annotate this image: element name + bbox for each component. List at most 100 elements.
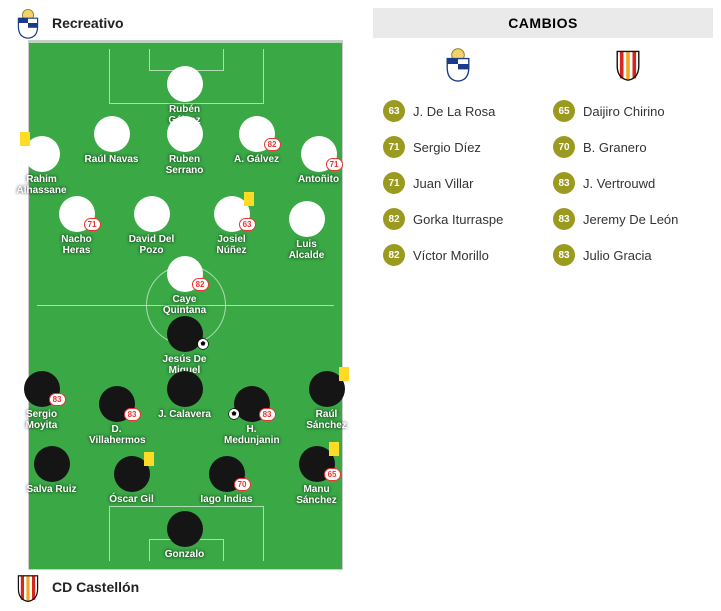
yellow-card-icon bbox=[244, 192, 254, 206]
player-marker[interactable]: 82A. Gálvez bbox=[229, 116, 284, 165]
sub-player-name: J. De La Rosa bbox=[413, 104, 495, 119]
goal-icon bbox=[197, 338, 209, 350]
player-jersey-icon: 71 bbox=[59, 196, 95, 232]
player-jersey-icon bbox=[167, 371, 203, 407]
player-jersey-icon: 83 bbox=[99, 386, 135, 422]
pitch: Rubén GálvezRahim AlhassaneRaúl NavasRub… bbox=[28, 40, 343, 570]
player-name: Caye Quintana bbox=[157, 294, 212, 316]
player-name: J. Calavera bbox=[157, 409, 212, 420]
player-jersey-icon bbox=[94, 116, 130, 152]
home-subs-list: 63 J. De La Rosa 71 Sergio Díez 71Juan Villa… bbox=[373, 100, 543, 266]
player-marker[interactable]: Gonzalo bbox=[157, 511, 212, 560]
player-marker[interactable]: 71Nacho Heras bbox=[49, 196, 104, 256]
player-jersey-icon: 83 bbox=[234, 386, 270, 422]
sub-player-name: J. Vertrouwd bbox=[583, 176, 655, 191]
player-jersey-icon bbox=[167, 66, 203, 102]
away-subs-list: 65Daijiro Chirino 70B. Granero 83J. Vertro… bbox=[543, 100, 713, 266]
subs-away-crest-icon bbox=[610, 46, 646, 82]
player-jersey-icon bbox=[167, 511, 203, 547]
sub-minute-icon: 82 bbox=[383, 208, 405, 230]
yellow-card-icon bbox=[329, 442, 339, 456]
sub-player-name: Julio Gracia bbox=[583, 248, 652, 263]
player-marker[interactable]: Óscar Gil bbox=[104, 456, 159, 505]
player-name: Iago Indias bbox=[199, 494, 254, 505]
player-marker[interactable]: Luis Alcalde bbox=[279, 201, 334, 261]
player-name: Manu Sánchez bbox=[289, 484, 344, 506]
player-name: Nacho Heras bbox=[49, 234, 104, 256]
sub-minute-icon: 63 bbox=[383, 100, 405, 122]
player-jersey-icon: 70 bbox=[209, 456, 245, 492]
sub-minute-badge: 83 bbox=[259, 408, 276, 421]
player-name: Rahim Alhassane bbox=[14, 174, 69, 196]
player-marker[interactable]: 70 Iago Indias bbox=[199, 456, 254, 505]
subs-home-crest-icon bbox=[440, 46, 476, 82]
sub-minute-badge: 83 bbox=[124, 408, 141, 421]
player-name: Ruben Serrano bbox=[157, 154, 212, 176]
home-team-header: Recreativo bbox=[8, 8, 363, 38]
player-marker[interactable]: David Del Pozo bbox=[124, 196, 179, 256]
player-marker[interactable]: Salva Ruiz bbox=[24, 446, 79, 495]
away-team-name: CD Castellón bbox=[52, 579, 139, 595]
sub-minute-badge: 65 bbox=[324, 468, 341, 481]
sub-minute-icon: 65 bbox=[553, 100, 575, 122]
sub-minute-badge: 70 bbox=[234, 478, 251, 491]
player-jersey-icon: 82 bbox=[239, 116, 275, 152]
away-team-footer: CD Castellón bbox=[8, 572, 363, 602]
sub-player-name: Sergio Díez bbox=[413, 140, 481, 155]
sub-minute-badge: 71 bbox=[326, 158, 343, 171]
sub-row[interactable]: 83J. Vertrouwd bbox=[553, 172, 713, 194]
player-name: Gonzalo bbox=[157, 549, 212, 560]
home-crest-icon bbox=[12, 7, 44, 39]
player-jersey-icon bbox=[167, 316, 203, 352]
player-name: H. Medunjanin bbox=[224, 424, 279, 446]
player-marker[interactable]: Ruben Serrano bbox=[157, 116, 212, 176]
lineup-panel: Recreativo Rubén GálvezRahim AlhassaneRa… bbox=[8, 8, 363, 602]
player-name: Raúl Sánchez bbox=[299, 409, 354, 431]
player-marker[interactable]: Raúl Navas bbox=[84, 116, 139, 165]
sub-row[interactable]: 82 Víctor Morillo bbox=[383, 244, 543, 266]
player-marker[interactable]: Raúl Sánchez bbox=[299, 371, 354, 431]
sub-row[interactable]: 63 J. De La Rosa bbox=[383, 100, 543, 122]
sub-minute-icon: 71 bbox=[383, 136, 405, 158]
player-marker[interactable]: 83H. Medunjanin bbox=[224, 386, 279, 446]
player-jersey-icon bbox=[289, 201, 325, 237]
sub-row[interactable]: 71 Sergio Díez bbox=[383, 136, 543, 158]
player-name: Óscar Gil bbox=[104, 494, 159, 505]
sub-minute-badge: 82 bbox=[192, 278, 209, 291]
sub-row[interactable]: 83Jeremy De León bbox=[553, 208, 713, 230]
sub-row[interactable]: 65Daijiro Chirino bbox=[553, 100, 713, 122]
sub-player-name: Gorka Iturraspe bbox=[413, 212, 503, 227]
sub-row[interactable]: 70B. Granero bbox=[553, 136, 713, 158]
player-marker[interactable]: 83Sergio Moyita bbox=[14, 371, 69, 431]
player-marker[interactable]: 83D. Villahermos bbox=[89, 386, 144, 446]
player-marker[interactable]: 65 Manu Sánchez bbox=[289, 446, 344, 506]
sub-minute-badge: 63 bbox=[239, 218, 256, 231]
home-team-name: Recreativo bbox=[52, 15, 124, 31]
sub-minute-badge: 83 bbox=[49, 393, 66, 406]
player-jersey-icon: 71 bbox=[301, 136, 337, 172]
player-marker[interactable]: 71 Antoñito bbox=[291, 136, 346, 185]
sub-row[interactable]: 82 Gorka Iturraspe bbox=[383, 208, 543, 230]
player-name: Salva Ruiz bbox=[24, 484, 79, 495]
player-marker[interactable]: J. Calavera bbox=[157, 371, 212, 420]
substitutions-panel: CAMBIOS 63J. De La Rosa71Sergio Díez71Ju… bbox=[373, 8, 713, 602]
sub-minute-icon: 82 bbox=[383, 244, 405, 266]
player-name: Raúl Navas bbox=[84, 154, 139, 165]
player-name: D. Villahermos bbox=[89, 424, 144, 446]
player-jersey-icon bbox=[34, 446, 70, 482]
sub-player-name: Víctor Morillo bbox=[413, 248, 489, 263]
player-jersey-icon bbox=[167, 116, 203, 152]
player-name: Luis Alcalde bbox=[279, 239, 334, 261]
player-marker[interactable]: 82 Caye Quintana bbox=[157, 256, 212, 316]
player-marker[interactable]: Rahim Alhassane bbox=[14, 136, 69, 196]
player-jersey-icon bbox=[134, 196, 170, 232]
sub-row[interactable]: 71Juan Villar bbox=[383, 172, 543, 194]
player-marker[interactable]: Jesús De Miguel bbox=[157, 316, 212, 376]
sub-row[interactable]: 83Julio Gracia bbox=[553, 244, 713, 266]
player-marker[interactable]: 63Josiel Núñez bbox=[204, 196, 259, 256]
player-jersey-icon bbox=[24, 136, 60, 172]
sub-minute-badge: 71 bbox=[84, 218, 101, 231]
sub-minute-badge: 82 bbox=[264, 138, 281, 151]
player-name: Antoñito bbox=[291, 174, 346, 185]
sub-minute-icon: 71 bbox=[383, 172, 405, 194]
